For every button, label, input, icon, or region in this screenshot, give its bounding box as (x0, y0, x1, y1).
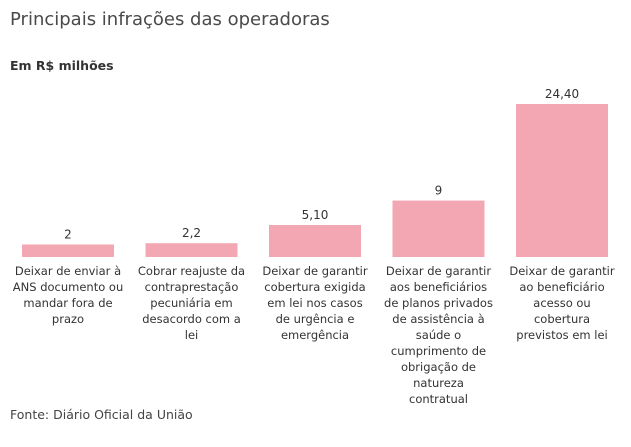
bar-4 (392, 200, 485, 257)
category-label-4: Deixar de garantir aos beneficiários de … (384, 264, 493, 406)
category-label-2: Cobrar reajuste da contraprestação pecun… (137, 264, 246, 342)
category-label-1: Deixar de enviar à ANS documento ou mand… (12, 264, 124, 326)
value-label-4: 9 (435, 184, 443, 198)
source-note: Fonte: Diário Oficial da União (10, 407, 193, 422)
unit-label: Em R$ milhões (10, 58, 114, 73)
bar-3 (269, 225, 361, 257)
value-label-2: 2,2 (182, 226, 201, 240)
bar-2 (145, 243, 238, 257)
bar-1 (22, 244, 114, 257)
category-label-5: Deixar de garantir ao beneficiário acess… (509, 264, 615, 342)
value-label-1: 2 (64, 227, 72, 241)
value-label-3: 5,10 (302, 208, 329, 222)
chart-title: Principais infrações das operadoras (10, 9, 330, 30)
value-label-5: 24,40 (545, 87, 579, 101)
bar-5 (516, 104, 608, 257)
category-label-3: Deixar de garantir cobertura exigida em … (262, 264, 368, 342)
